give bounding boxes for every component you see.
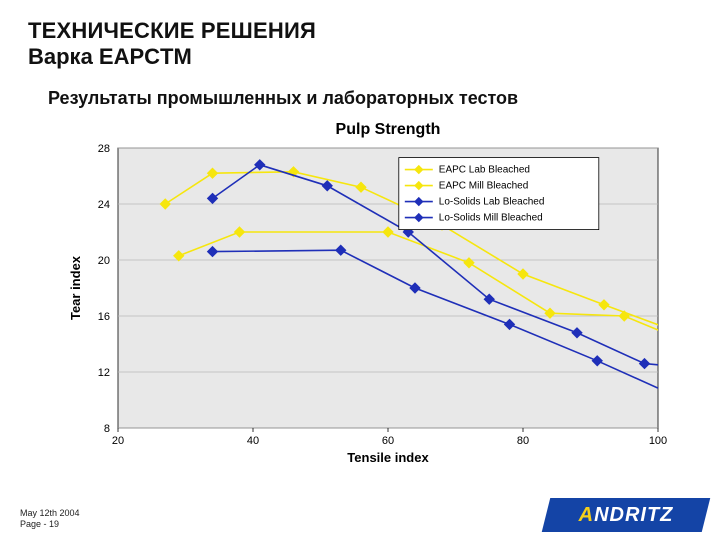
logo-text: ANDRITZ: [546, 498, 706, 532]
title-line1: ТЕХНИЧЕСКИЕ РЕШЕНИЯ: [28, 18, 692, 44]
chart-title: Pulp Strength: [336, 121, 441, 138]
x-tick-label: 100: [649, 435, 667, 447]
x-tick-label: 80: [517, 435, 529, 447]
title-block: ТЕХНИЧЕСКИЕ РЕШЕНИЯ Варка EAPCTM: [28, 18, 692, 70]
x-tick-label: 60: [382, 435, 394, 447]
legend-label: Lo-Solids Lab Bleached: [439, 197, 545, 208]
subheading: Результаты промышленных и лабораторных т…: [28, 88, 692, 109]
brand-logo: ANDRITZ: [546, 498, 706, 532]
y-tick-label: 20: [98, 255, 110, 267]
footer-page: Page - 19: [20, 519, 80, 530]
pulp-strength-chart: Pulp Strength 8 12 16 20 24 28 20 40 60 80 100 Tear …: [58, 118, 678, 468]
data-marker: [660, 322, 670, 332]
y-tick-label: 16: [98, 311, 110, 323]
x-axis-label: Tensile index: [347, 450, 429, 465]
legend-label: EAPC Lab Bleached: [439, 165, 530, 176]
y-tick-label: 28: [98, 143, 110, 155]
y-tick-label: 12: [98, 367, 110, 379]
chart-svg: Pulp Strength 8 12 16 20 24 28 20 40 60 80 100 Tear …: [58, 118, 678, 468]
data-marker: [673, 392, 678, 402]
legend-label: Lo-Solids Mill Bleached: [439, 213, 543, 224]
title-line2: Варка EAPCTM: [28, 44, 692, 70]
slide-page: ТЕХНИЧЕСКИЕ РЕШЕНИЯ Варка EAPCTM Результ…: [0, 0, 720, 540]
footer: May 12th 2004 Page - 19: [20, 508, 80, 531]
y-tick-label: 24: [98, 199, 110, 211]
x-tick-label: 40: [247, 435, 259, 447]
y-axis-label: Tear index: [68, 255, 83, 320]
x-tick-label: 20: [112, 435, 124, 447]
footer-date: May 12th 2004: [20, 508, 80, 519]
legend-label: EAPC Mill Bleached: [439, 181, 528, 192]
y-tick-label: 8: [104, 423, 110, 435]
